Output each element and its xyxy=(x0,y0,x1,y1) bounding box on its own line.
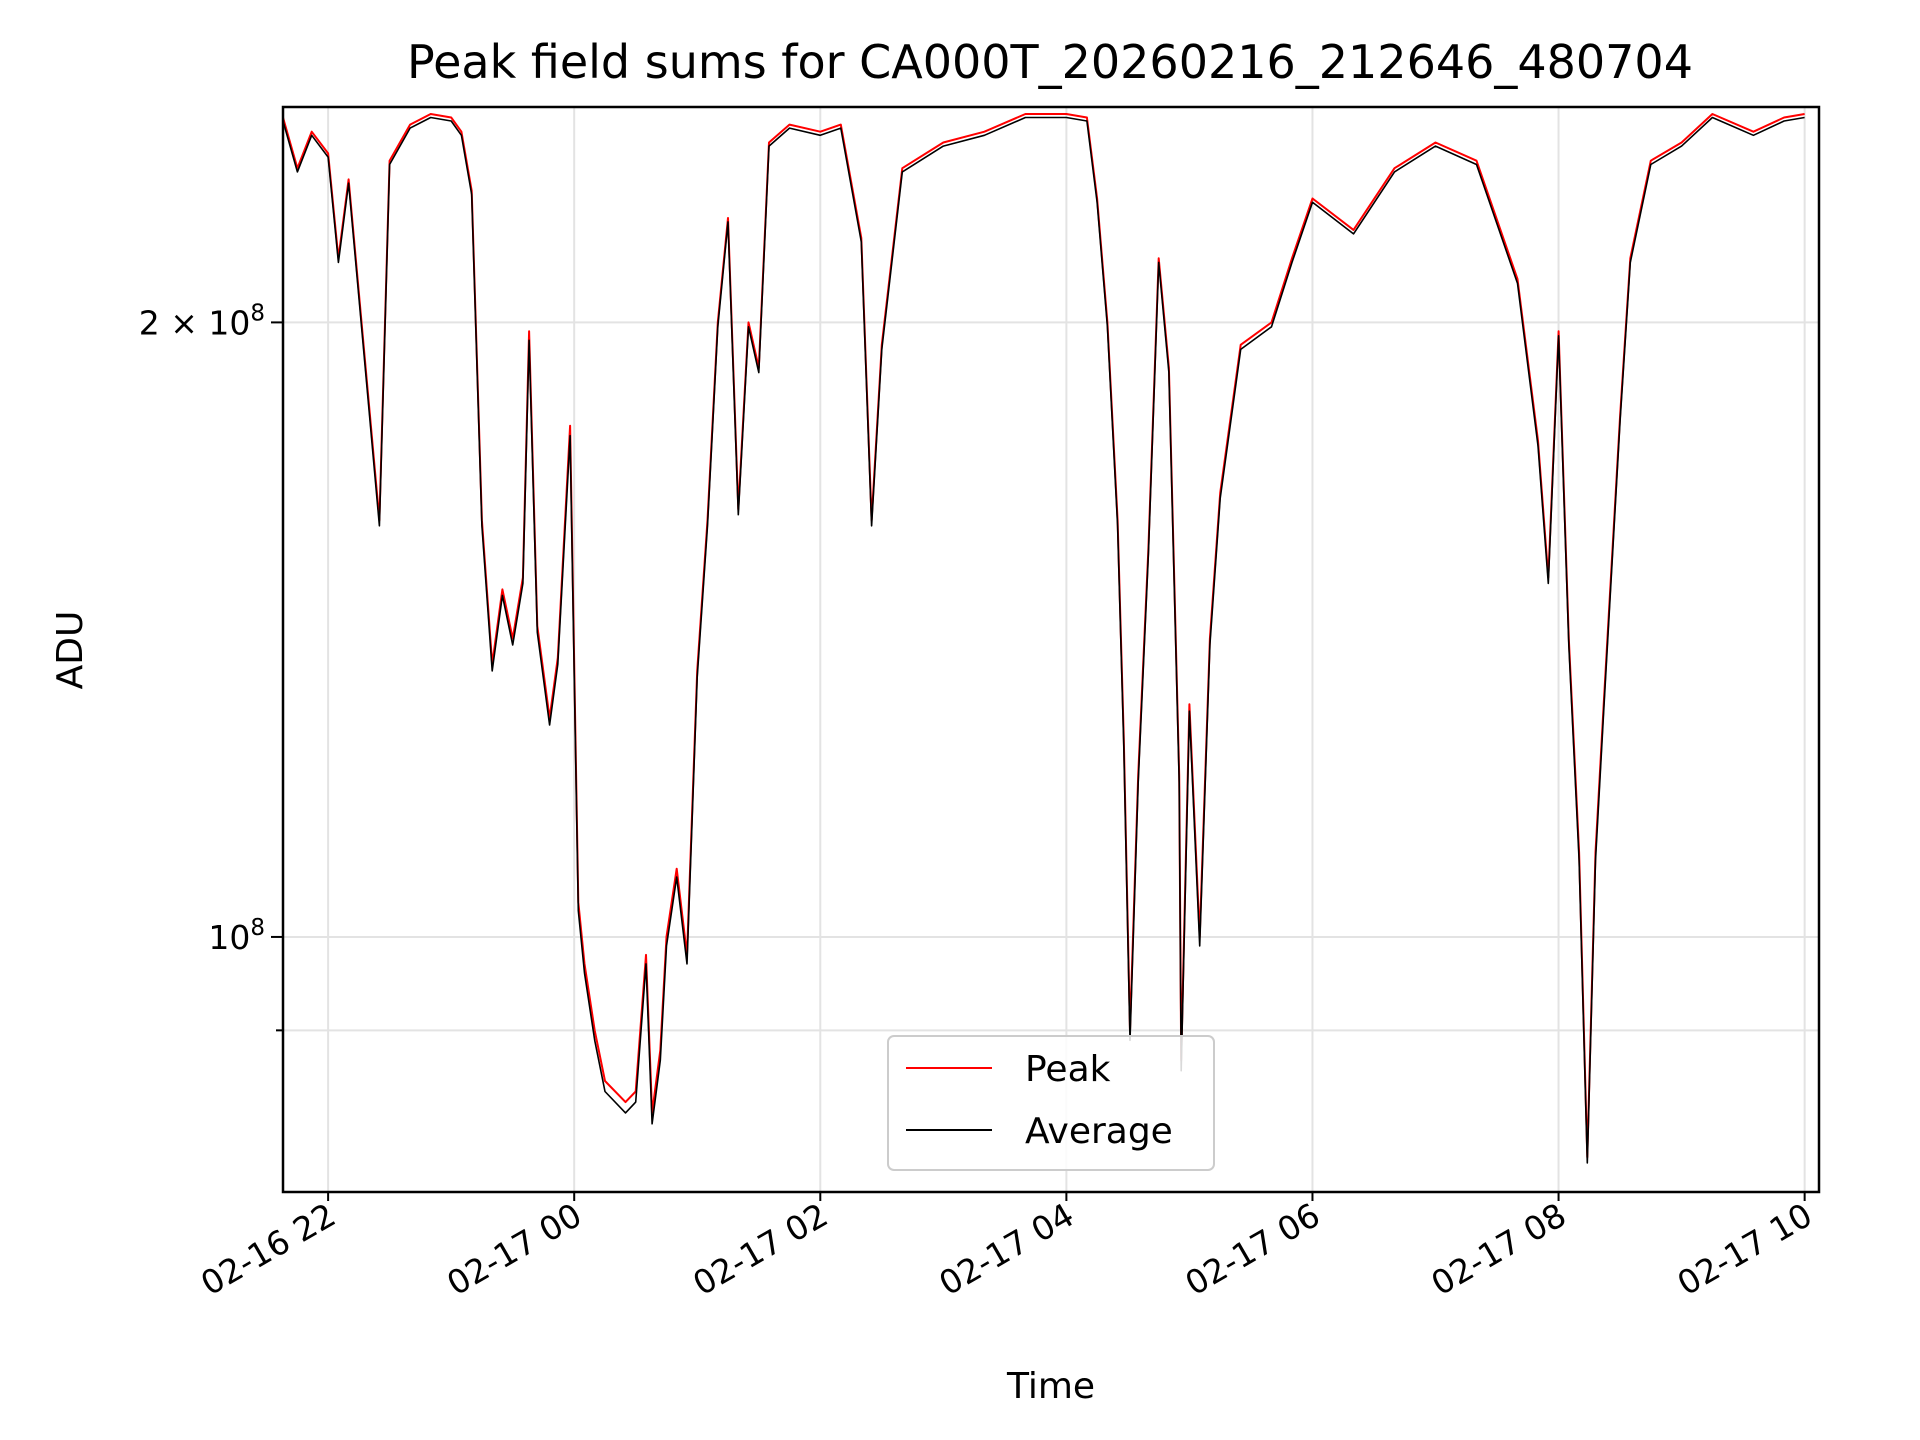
x-tick-label: 02-17 00 xyxy=(440,1195,588,1303)
legend-label-peak: Peak xyxy=(1025,1049,1111,1090)
legend: Peak Average xyxy=(887,1035,1215,1171)
y-tick-label: 2 × 108 xyxy=(139,300,265,342)
x-axis-ticks: 02-16 22 02-17 00 02-17 02 02-17 04 02-17 06… xyxy=(194,1192,1819,1303)
x-tick-label: 02-17 08 xyxy=(1425,1195,1573,1303)
x-tick-label: 02-17 06 xyxy=(1178,1195,1326,1303)
y-tick-label: 108 xyxy=(208,915,265,957)
series-lines xyxy=(282,113,1805,1164)
series-line-average xyxy=(282,116,1805,1164)
chart-title: Peak field sums for CA000T_20260216_2126… xyxy=(407,35,1693,89)
y-axis-ticks: 108 2 × 108 xyxy=(139,300,283,1032)
y-axis-label: ADU xyxy=(50,611,91,690)
x-tick-label: 02-17 10 xyxy=(1671,1195,1819,1303)
x-tick-label: 02-17 04 xyxy=(932,1195,1080,1303)
x-tick-label: 02-16 22 xyxy=(194,1195,342,1303)
grid xyxy=(283,107,1819,1192)
legend-box xyxy=(887,1035,1215,1171)
legend-label-average: Average xyxy=(1025,1111,1173,1152)
x-axis-label: Time xyxy=(1006,1366,1095,1407)
plot-frame xyxy=(281,105,1821,1194)
x-tick-label: 02-17 02 xyxy=(686,1195,834,1303)
